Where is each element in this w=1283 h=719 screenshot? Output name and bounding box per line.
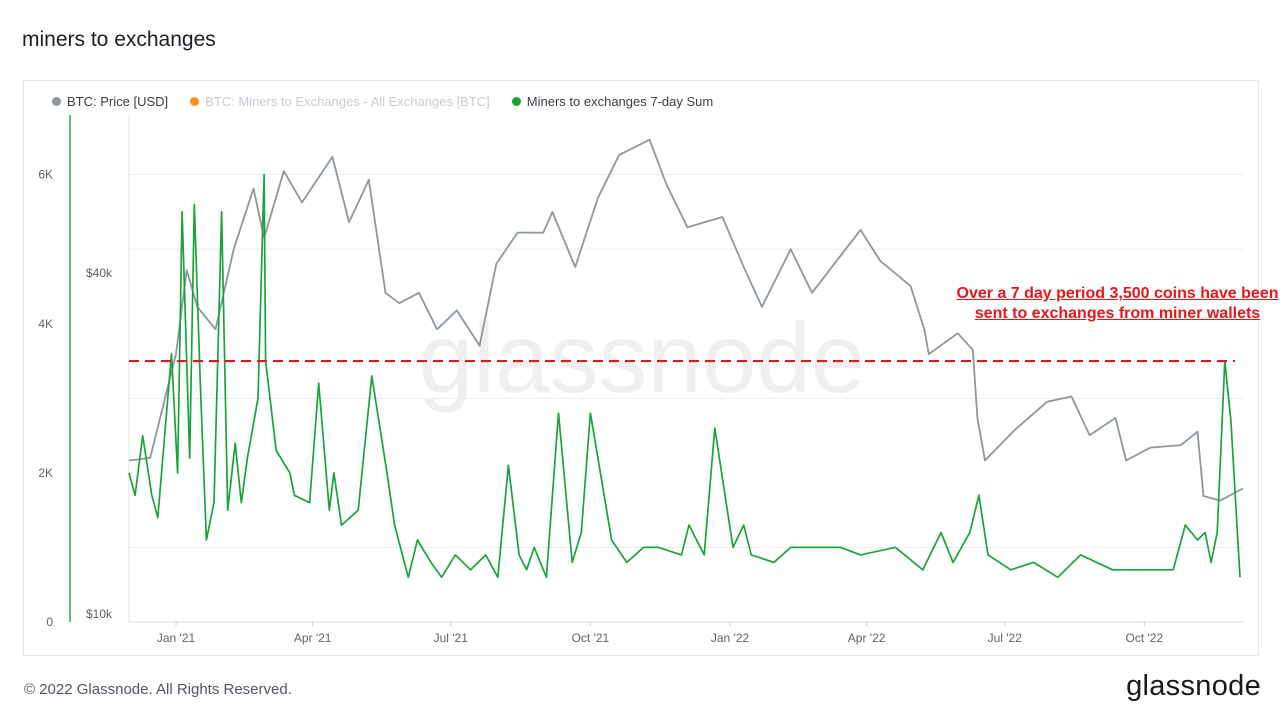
x-axis-tick-label: Jan '21: [157, 631, 196, 645]
x-axis-tick-label: Apr '21: [294, 631, 332, 645]
x-axis-tick-label: Oct '22: [1126, 631, 1164, 645]
legend-item-miners-all-exchanges[interactable]: BTC: Miners to Exchanges - All Exchanges…: [190, 94, 490, 109]
legend-dot-miners-7day-sum: [511, 97, 521, 106]
page-title: miners to exchanges: [22, 28, 216, 51]
legend-dot-btc-price: [52, 97, 61, 106]
left-axis-tick-label: 2K: [38, 466, 53, 480]
chart-frame: [23, 80, 1259, 656]
legend-label-btc-price: BTC: Price [USD]: [67, 94, 169, 109]
annotation-text: Over a 7 day period 3,500 coins have bee…: [956, 285, 1279, 322]
legend-dot-miners-all-exchanges: [190, 97, 200, 106]
x-axis-tick-label: Apr '22: [848, 631, 886, 645]
x-axis-tick-label: Jan '22: [711, 631, 750, 645]
left-axis-tick-label: 0: [46, 615, 53, 629]
legend-item-btc-price[interactable]: BTC: Price [USD]: [52, 94, 168, 109]
axes: 0 2K 4K 6K $10k $40k Jan '21 Apr '21 Jul '21 Oct …: [38, 115, 1243, 645]
price-axis-tick-label: $40k: [86, 266, 113, 280]
legend-label-miners-7day-sum: Miners to exchanges 7-day Sum: [526, 94, 714, 109]
x-axis-tick-label: Jul '21: [434, 631, 469, 645]
x-axis-tick-label: Jul '22: [988, 631, 1023, 645]
legend: BTC: Price [USD] BTC: Miners to Exchange…: [52, 94, 713, 109]
left-axis-tick-label: 6K: [38, 168, 53, 182]
watermark: glassnode: [419, 303, 866, 413]
legend-label-miners-all-exchanges: BTC: Miners to Exchanges - All Exchanges…: [205, 94, 490, 109]
footer-copyright: © 2022 Glassnode. All Rights Reserved.: [24, 681, 292, 698]
btc-price-line: [128, 138, 1244, 502]
series-layer: [128, 138, 1244, 579]
left-axis-tick-label: 4K: [38, 317, 53, 331]
footer-logo: glassnode: [1126, 670, 1261, 702]
miners-7day-sum-line: [128, 173, 1241, 579]
price-axis-tick-label: $10k: [86, 607, 113, 621]
x-axis-tick-label: Oct '21: [572, 631, 610, 645]
legend-item-miners-7day-sum[interactable]: Miners to exchanges 7-day Sum: [511, 94, 714, 109]
grid-lines: [129, 174, 1243, 548]
